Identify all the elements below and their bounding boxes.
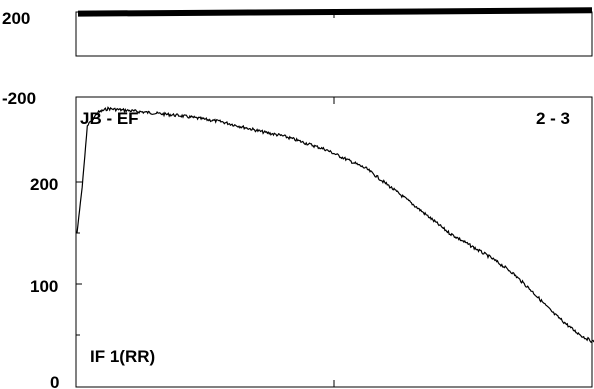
top-y-tick-label-neg200: -200 (2, 89, 36, 108)
top-panel: 200 -200 (2, 7, 593, 108)
top-series-line (77, 7, 593, 17)
top-y-ticks: 200 -200 (2, 9, 36, 108)
bottom-panel: 200 100 0 JB - EF 2 - 3 IF 1(RR) (30, 96, 594, 389)
panel-label-top-right: 2 - 3 (536, 109, 570, 128)
bottom-y-tick-label-0: 0 (50, 373, 59, 389)
bottom-y-tick-label-100: 100 (30, 277, 58, 296)
bottom-series-line (76, 106, 594, 344)
bottom-y-ticks: 200 100 0 (30, 175, 59, 389)
top-y-tick-label-200: 200 (2, 9, 30, 28)
panel-label-bottom-left: IF 1(RR) (90, 347, 155, 366)
top-panel-frame (75, 11, 593, 57)
panel-label-top-left: JB - EF (80, 109, 139, 128)
bottom-panel-frame (75, 96, 593, 388)
bottom-y-tick-label-200: 200 (30, 175, 58, 194)
